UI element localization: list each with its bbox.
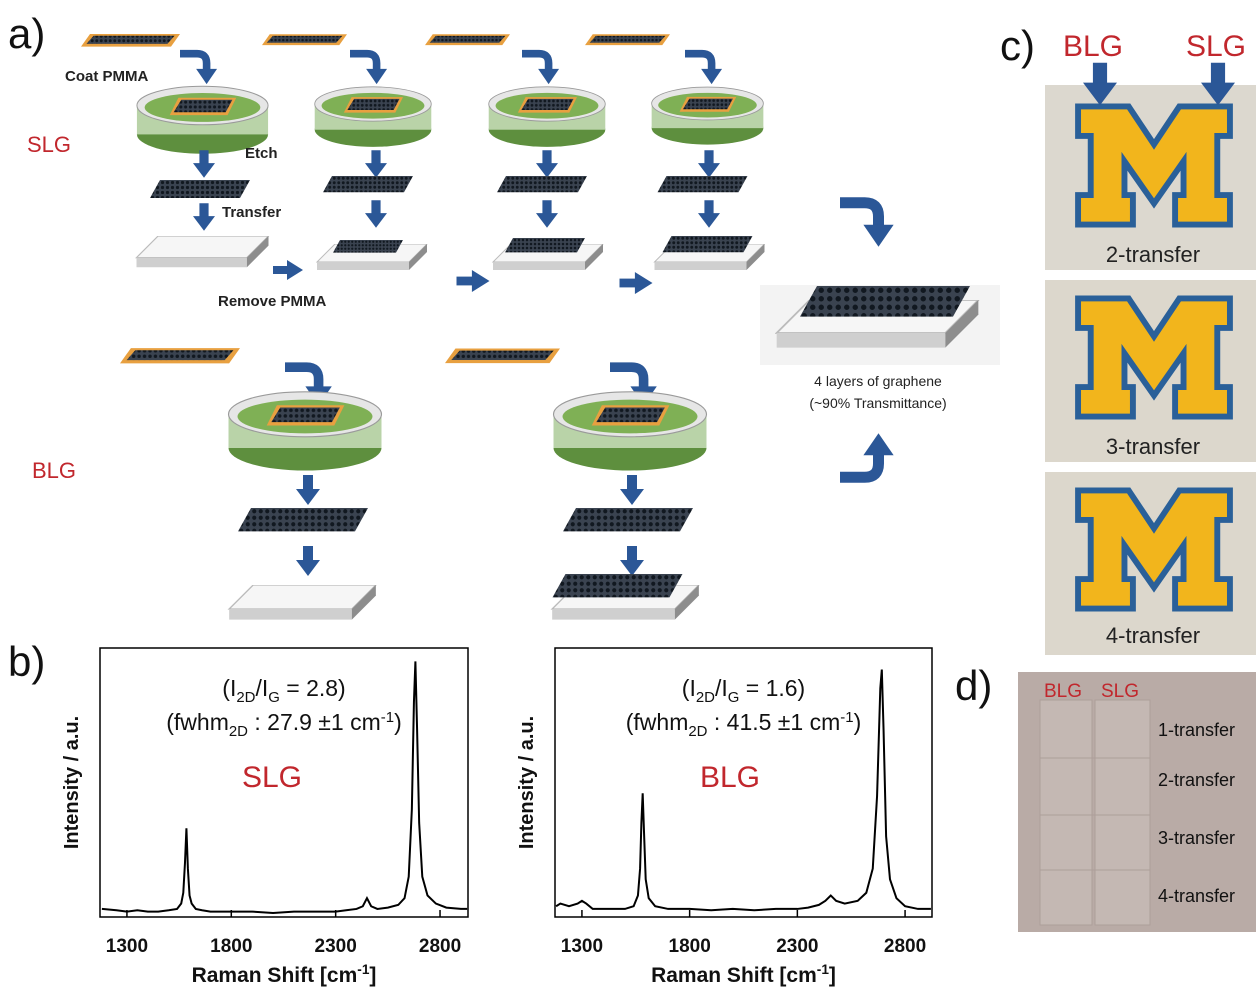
text-part: ] [829,964,836,987]
multi-part-text: (fwhm2D : 41.5 ±1 cm-1) [626,709,862,740]
text-part: -1 [817,962,830,977]
text-part: ] [369,964,376,987]
panel-label: a) [8,10,45,57]
photo-caption: 4-transfer [1106,623,1200,648]
x-tick-label: 1800 [210,936,252,957]
x-tick-label: 1800 [669,936,711,957]
text-part: ) [854,709,862,735]
text-part: 2D [688,723,707,740]
panel-label: c) [1000,22,1035,69]
x-tick-label: 2800 [419,936,461,957]
text-part: (fwhm [166,709,229,735]
series-label: SLG [242,761,302,794]
text-part: (I [222,675,236,701]
text-part: = 2.8) [280,675,346,701]
text-part: 2D [229,723,248,740]
y-axis-title: Intensity / a.u. [516,716,538,849]
text-part: -1 [357,962,370,977]
y-axis-title: Intensity / a.u. [61,716,83,849]
text-part: -1 [840,709,853,726]
x-tick-label: 2300 [776,936,818,957]
column-label: SLG [1101,681,1139,702]
step-label: Coat PMMA [65,68,148,85]
result-label: 4 layers of graphene [814,373,942,389]
row-label: SLG [27,132,71,157]
text-part: ) [394,709,402,735]
row-label: 3-transfer [1158,828,1235,848]
text-part: -1 [381,709,394,726]
multi-part-text: (I2D/IG = 2.8) [222,675,345,706]
series-label: BLG [700,761,760,794]
text-part: /I [255,675,268,701]
text-part: : 41.5 ±1 cm [707,709,840,735]
step-label: Etch [245,145,278,162]
text-part: (fwhm [626,709,689,735]
row-label: 2-transfer [1158,770,1235,790]
text-part: /I [715,675,728,701]
photo-panel [1045,63,1256,655]
panel-label: b) [8,638,45,685]
x-tick-label: 1300 [106,936,148,957]
text-part: Raman Shift [cm [651,964,817,987]
text-part: 2D [236,689,255,706]
panel-label: d) [955,662,992,709]
process-diagram [81,34,1000,620]
x-tick-label: 1300 [561,936,603,957]
text-part: G [268,689,280,706]
text-part: 2D [696,689,715,706]
text-part: G [728,689,740,706]
result-label: (~90% Transmittance) [809,395,946,411]
photo-caption: 2-transfer [1106,242,1200,267]
step-label: Transfer [222,204,281,221]
row-label: BLG [32,458,76,483]
figure: a) b) c) d) [0,0,1256,988]
row-label: 4-transfer [1158,886,1235,906]
text-part: = 1.6) [739,675,805,701]
x-tick-label: 2800 [884,936,926,957]
photo-caption: 3-transfer [1106,434,1200,459]
step-label: Remove PMMA [218,293,327,310]
text-part: : 27.9 ±1 cm [248,709,381,735]
x-tick-label: 2300 [315,936,357,957]
column-label: BLG [1063,30,1123,63]
multi-part-text: (fwhm2D : 27.9 ±1 cm-1) [166,709,402,740]
column-label: SLG [1186,30,1246,63]
text-part: Raman Shift [cm [192,964,358,987]
multi-part-text: (I2D/IG = 1.6) [682,675,805,706]
column-label: BLG [1044,681,1082,702]
row-label: 1-transfer [1158,720,1235,740]
text-part: (I [682,675,696,701]
multi-part-text: Raman Shift [cm-1] [192,962,377,987]
multi-part-text: Raman Shift [cm-1] [651,962,836,987]
